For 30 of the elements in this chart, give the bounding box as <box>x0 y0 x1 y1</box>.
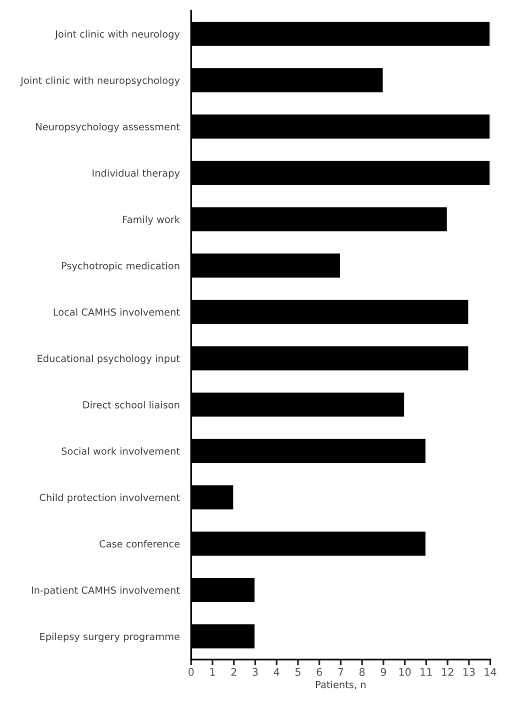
x-tick-label: 2 <box>231 668 236 676</box>
y-tick-label: Child protection involvement <box>40 494 180 504</box>
y-tick-label: Social work involvement <box>62 447 180 455</box>
y-tick-label: Joint clinic with neuropsychology <box>20 76 180 86</box>
y-tick-label: In-patient CAMHS involvement <box>32 586 180 596</box>
x-tick-label: 12 <box>442 668 454 676</box>
y-tick-label: Epilepsy surgery programme <box>40 632 180 642</box>
x-tick-label: 4 <box>274 668 280 676</box>
x-axis-title: Patients, n <box>316 680 366 690</box>
x-tick-label: 6 <box>316 668 322 676</box>
x-tick-label: 13 <box>463 668 475 676</box>
x-tick-label: 10 <box>399 668 411 676</box>
y-tick-label: Family work <box>123 216 180 225</box>
x-tick-label: 8 <box>359 668 365 676</box>
x-tick-label: 9 <box>380 668 386 676</box>
y-tick-label: Joint clinic with neurology <box>54 30 180 40</box>
y-tick-label: Direct school liaison <box>83 400 180 408</box>
x-tick-label: 1 <box>210 668 215 676</box>
x-tick-label: 0 <box>188 668 194 676</box>
x-tick-label: 7 <box>338 668 344 676</box>
y-tick-label: Local CAMHS involvement <box>54 308 180 316</box>
x-tick-label: 5 <box>295 668 300 676</box>
x-tick-label: 3 <box>252 668 258 676</box>
y-tick-label: Neuropsychology assessment <box>36 122 180 132</box>
x-tick-label: 14 <box>484 668 496 676</box>
y-tick-label: Educational psychology input <box>38 354 180 364</box>
y-tick-label: Psychotropic medication <box>62 262 180 272</box>
y-tick-label: Individual therapy <box>92 169 180 179</box>
y-tick-label: Case conference <box>100 540 180 548</box>
x-tick-label: 11 <box>420 668 432 676</box>
